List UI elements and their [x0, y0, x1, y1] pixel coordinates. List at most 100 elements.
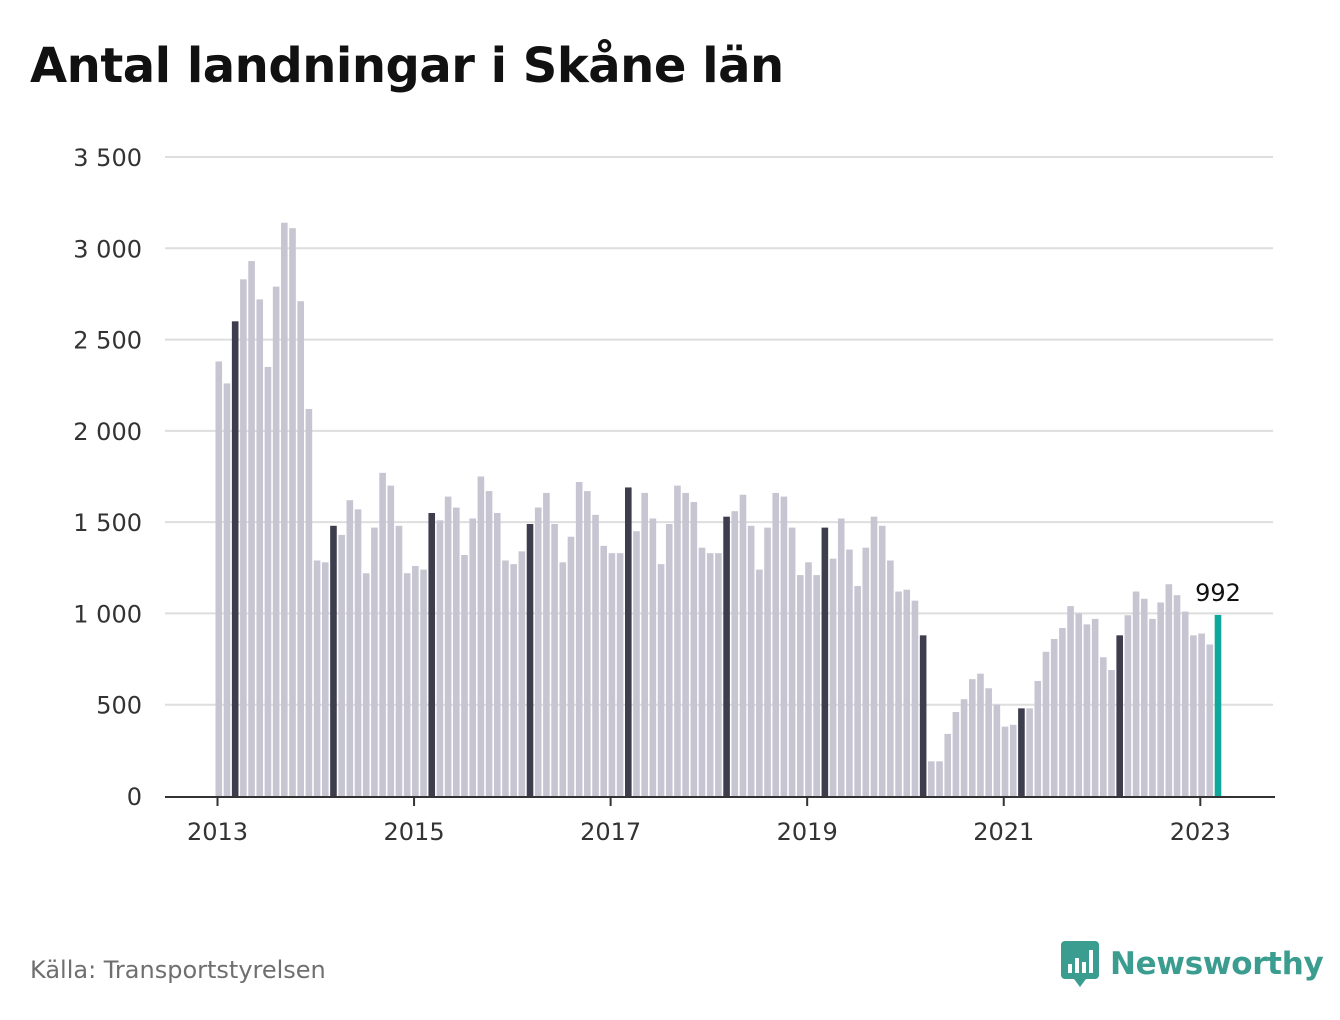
bar	[1157, 602, 1164, 796]
x-axis-ticks: 2013 2015 2017 2019 2021 2023	[187, 797, 1231, 846]
chart-title: Antal landningar i Skåne län	[30, 38, 784, 94]
bar	[911, 600, 919, 796]
bar	[690, 502, 698, 796]
bar	[510, 564, 517, 796]
x-tick-label: 2021	[973, 818, 1034, 846]
bar	[1206, 644, 1214, 796]
bar	[493, 513, 501, 796]
bar	[395, 525, 403, 796]
bar-latest	[1214, 614, 1222, 796]
bar	[1050, 638, 1058, 796]
bar-march	[625, 487, 632, 796]
bar	[362, 573, 370, 796]
bar	[928, 761, 935, 796]
bar	[756, 569, 763, 796]
bar	[518, 551, 526, 796]
bar-march	[821, 527, 829, 796]
bar	[829, 558, 837, 796]
bar	[1173, 595, 1181, 796]
bar	[772, 492, 780, 796]
bar	[862, 547, 870, 796]
bar	[534, 507, 542, 796]
bar	[788, 527, 796, 796]
bar	[1132, 591, 1140, 796]
y-tick-label: 3 500	[73, 144, 142, 172]
bar	[256, 299, 264, 796]
bar	[215, 361, 223, 796]
bar	[1067, 606, 1074, 796]
bar	[1165, 584, 1173, 796]
y-tick-label: 2 000	[73, 418, 142, 446]
bar	[1100, 657, 1107, 796]
bars	[215, 222, 1222, 797]
bar	[960, 699, 968, 796]
bar	[936, 761, 943, 796]
bar	[272, 286, 280, 796]
bar	[412, 565, 419, 796]
bar	[461, 555, 468, 796]
bar	[682, 492, 689, 796]
bar	[641, 492, 648, 796]
x-tick-label: 2013	[187, 818, 248, 846]
bar	[1075, 613, 1083, 796]
bar-march	[231, 321, 239, 796]
bar	[731, 511, 739, 796]
bar	[674, 485, 681, 796]
bar-march	[428, 513, 436, 796]
bar	[551, 523, 558, 796]
bar	[502, 560, 509, 796]
bar	[1108, 670, 1115, 796]
bar	[600, 545, 608, 796]
bar	[584, 491, 591, 796]
bar	[1026, 708, 1033, 796]
bar	[240, 279, 247, 796]
bar	[870, 516, 878, 796]
bar-march	[723, 516, 730, 796]
bar-march	[1116, 635, 1123, 796]
bar	[403, 573, 411, 796]
bar	[485, 491, 493, 796]
bar	[379, 472, 386, 796]
bar	[346, 500, 354, 796]
x-tick-label: 2015	[384, 818, 445, 846]
bar	[453, 507, 460, 796]
bar	[706, 553, 714, 796]
bar	[223, 383, 231, 796]
x-tick-label: 2019	[777, 818, 838, 846]
bar	[1181, 611, 1189, 796]
newsworthy-logo-icon	[1061, 941, 1099, 987]
bar	[739, 494, 747, 796]
x-tick-label: 2017	[580, 818, 641, 846]
bar	[338, 534, 345, 796]
latest-value-label: 992	[1195, 579, 1241, 607]
y-tick-label: 2 500	[73, 327, 142, 355]
bar	[477, 476, 485, 796]
bar	[715, 553, 722, 796]
bar	[1059, 628, 1066, 796]
brand-name: Newsworthy	[1110, 946, 1324, 982]
y-axis-labels: 0 500 1 000 1 500 2 000 2 500 3 000 3 500	[73, 144, 142, 811]
y-tick-label: 0	[127, 783, 142, 811]
bar	[1009, 724, 1017, 796]
x-tick-label: 2023	[1170, 818, 1231, 846]
bar	[633, 531, 640, 796]
bar	[837, 518, 845, 796]
bar	[952, 712, 960, 796]
bar-march	[330, 525, 337, 796]
bar	[1083, 624, 1091, 796]
bar	[878, 525, 886, 796]
bar	[854, 586, 861, 796]
bar	[1001, 726, 1009, 796]
bar	[264, 366, 272, 796]
annotations: 992	[1195, 579, 1241, 607]
y-tick-label: 3 000	[73, 235, 142, 263]
bar	[354, 509, 362, 796]
bar	[616, 553, 624, 796]
bar	[649, 518, 657, 796]
y-tick-label: 1 500	[73, 509, 142, 537]
bar	[444, 496, 452, 796]
bar	[248, 261, 255, 796]
bar	[420, 569, 427, 796]
bar	[1042, 651, 1050, 796]
